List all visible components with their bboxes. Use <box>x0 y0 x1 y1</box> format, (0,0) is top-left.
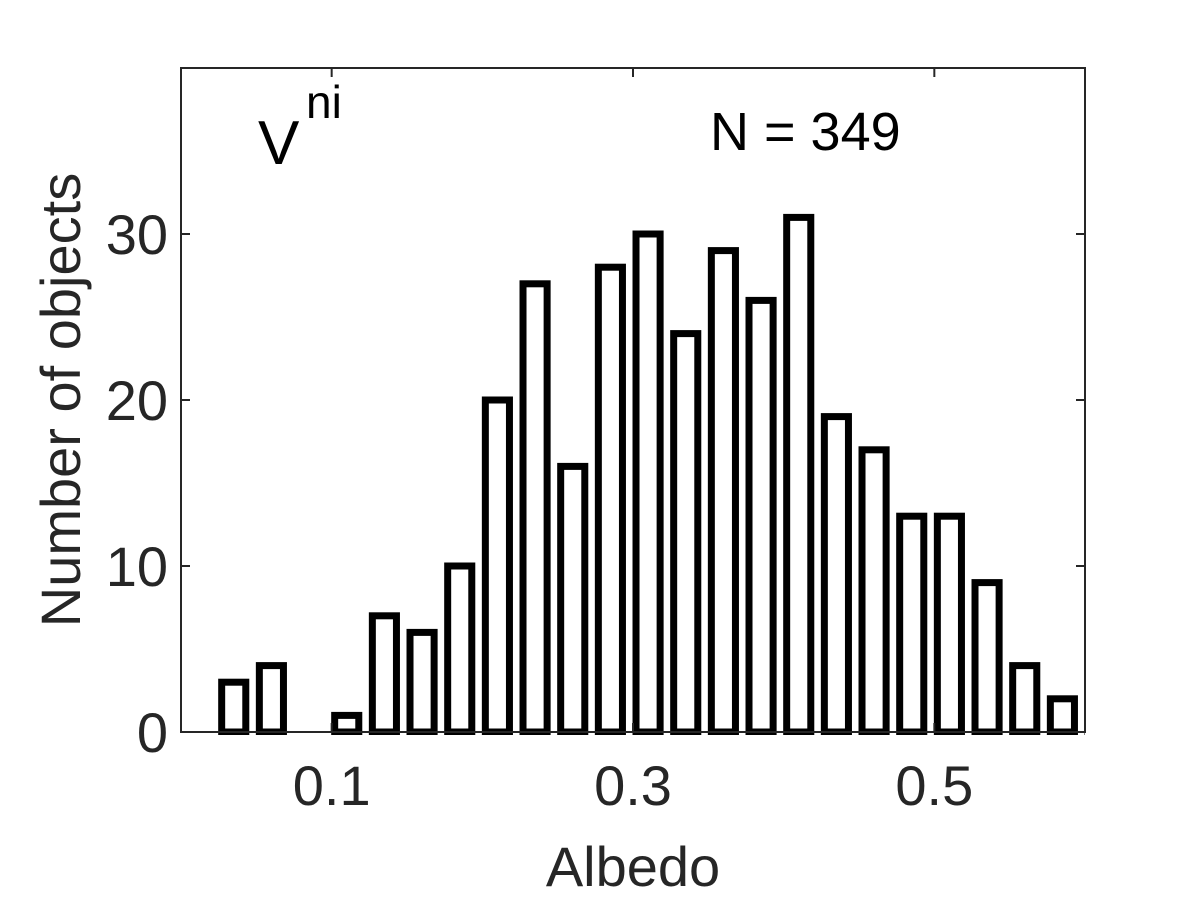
y-tick-label: 10 <box>106 535 168 598</box>
y-axis: 0 10 20 30 <box>106 203 1085 764</box>
x-tick-label: 0.1 <box>293 754 371 817</box>
y-tick-label: 0 <box>137 701 168 764</box>
histogram-bar <box>670 330 702 735</box>
histogram-bar <box>331 711 363 735</box>
x-tick-label: 0.5 <box>895 754 973 817</box>
x-axis: 0.1 0.3 0.5 <box>293 68 973 817</box>
histogram-bar <box>444 562 476 735</box>
y-axis-title: Number of objects <box>29 173 92 627</box>
histogram-bar <box>406 628 438 735</box>
histogram-bar <box>783 213 815 735</box>
y-tick-label: 20 <box>106 369 168 432</box>
histogram-bar <box>896 512 928 735</box>
histogram-bar <box>481 396 513 735</box>
x-axis-title: Albedo <box>546 835 720 898</box>
histogram-bar <box>255 662 287 735</box>
y-tick-label: 30 <box>106 203 168 266</box>
histogram-bar <box>858 446 890 735</box>
histogram-bar <box>218 678 250 735</box>
histogram-bar <box>632 230 664 735</box>
histogram-bar <box>933 512 965 735</box>
histogram-bar <box>745 296 777 735</box>
bars-group <box>218 213 1085 735</box>
x-tick-label: 0.3 <box>594 754 672 817</box>
histogram-bar <box>557 462 589 735</box>
histogram-bar <box>1046 695 1078 735</box>
panel-label-superscript: ni <box>306 76 342 128</box>
histogram-bar <box>971 579 1003 735</box>
histogram-bar <box>519 280 551 735</box>
sample-count-annotation: N = 349 <box>710 102 901 162</box>
histogram-bar <box>1009 662 1041 735</box>
histogram-bar <box>820 413 852 735</box>
panel-label: V <box>258 109 300 178</box>
histogram-bar <box>368 612 400 735</box>
histogram-bar <box>594 263 626 735</box>
histogram-bar <box>707 247 739 735</box>
histogram-bar <box>1084 662 1085 735</box>
